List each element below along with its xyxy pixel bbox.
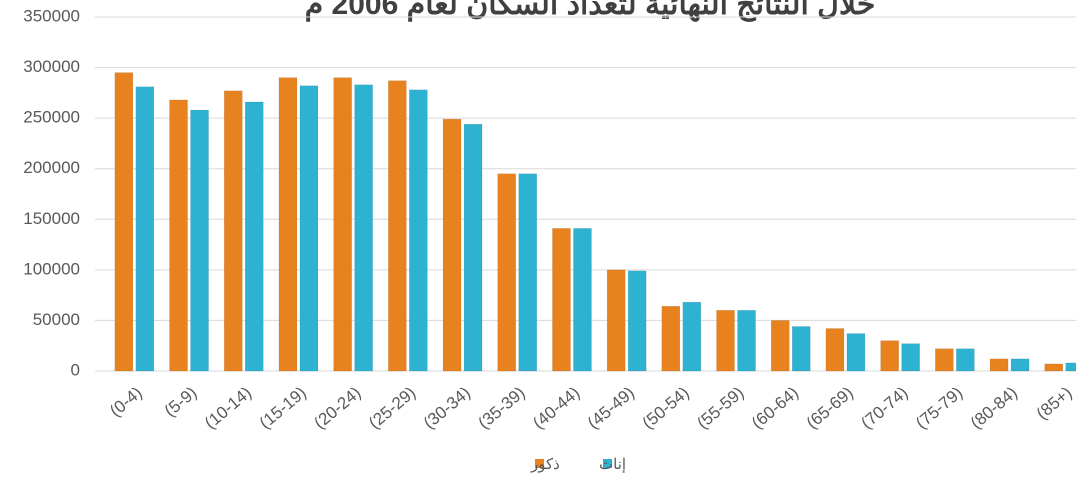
y-tick-label: 200000 [23,158,80,177]
bar [716,310,735,372]
x-tick-label: (15-19) [256,383,310,433]
bar [825,328,845,372]
bar [190,109,209,372]
bar [135,86,155,372]
bar [245,101,264,372]
bar [573,228,592,372]
bar [737,310,756,372]
legend-label: ذكور [530,456,560,473]
x-tick-label: (55-59) [693,383,747,433]
bar [880,340,899,372]
y-tick-label: 300000 [23,57,80,76]
bar [278,77,298,372]
y-tick-label: 350000 [23,6,80,25]
x-tick-label: (20-24) [310,383,364,433]
bar [518,173,537,372]
x-tick-label: (85+) [1033,383,1076,423]
chart-title: خلال النتائج النهائية لتعداد السكان لعام… [305,0,876,22]
x-tick-label: (25-29) [365,383,419,433]
bar [224,90,243,372]
x-tick-label: (0-4) [106,383,146,421]
x-tick-label: (50-54) [639,383,693,433]
x-tick-label: (80-84) [967,383,1021,433]
bar [846,333,866,372]
bar [442,118,462,372]
x-tick-label: (60-64) [748,383,802,433]
x-tick-label: (10-14) [201,383,255,433]
bar [463,123,483,372]
y-tick-label: 150000 [23,209,80,228]
x-tick-label: (5-9) [161,383,201,421]
x-tick-label: (75-79) [912,383,966,433]
bar [956,348,975,372]
bar [1010,358,1030,372]
bar [1044,363,1063,372]
bar [497,173,516,372]
bar [409,89,428,372]
bar [989,358,1009,372]
legend-swatch [535,459,544,468]
y-tick-label: 100000 [23,259,80,278]
bar [169,99,188,372]
bar [771,320,790,372]
bar [299,85,319,372]
bar [388,80,407,372]
bar [682,301,702,372]
bar [333,77,352,372]
bar [935,348,954,372]
legend-label: إناث [599,456,626,473]
bar [901,343,920,372]
x-tick-label: (70-74) [857,383,911,433]
y-tick-label: 250000 [23,108,80,127]
bar [661,306,681,372]
bar [606,269,626,372]
bar [552,228,571,372]
bar [1065,362,1076,372]
bar [627,270,647,372]
y-tick-label: 50000 [33,310,80,329]
x-tick-label: (35-39) [475,383,529,433]
x-tick-label: (65-69) [803,383,857,433]
x-tick-label: (45-49) [584,383,638,433]
bar [114,72,134,372]
legend-swatch [603,459,612,468]
y-tick-label: 0 [71,360,80,379]
bar [354,84,373,372]
x-tick-label: (40-44) [529,383,583,433]
bar [792,326,811,372]
x-tick-label: (30-34) [420,383,474,433]
